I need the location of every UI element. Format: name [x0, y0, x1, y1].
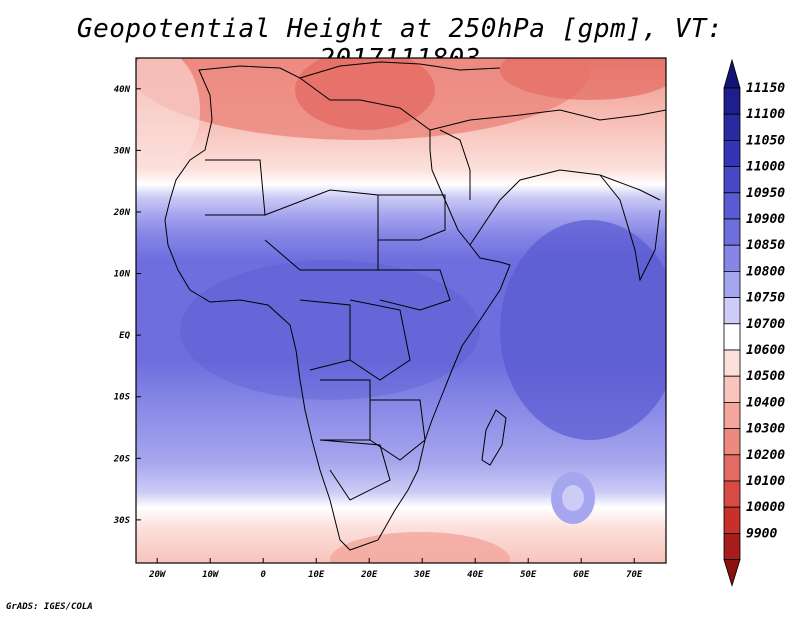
- coastlines: [164, 61, 666, 551]
- colorbar-label: 10950: [746, 186, 785, 201]
- colorbar-swatch: [723, 218, 741, 246]
- lat-tick-label: 20N: [113, 208, 131, 218]
- lon-tick-label: 40E: [467, 570, 484, 580]
- colorbar-label: 10850: [746, 238, 785, 253]
- lon-tick-label: 20E: [360, 570, 378, 580]
- lat-tick-label: 20S: [113, 454, 131, 464]
- colorbar-label: 11100: [746, 107, 785, 122]
- lon-tick-label: 10E: [308, 570, 325, 580]
- colorbar-swatch: [723, 297, 741, 325]
- colorbar-label: 10600: [746, 343, 785, 358]
- colorbar-swatch: [723, 323, 741, 351]
- colorbar-label: 10200: [746, 448, 785, 463]
- colorbar-swatch: [723, 401, 741, 429]
- map-frame: [135, 57, 667, 564]
- colorbar-swatch: [723, 533, 741, 561]
- colorbar-label: 11150: [746, 81, 785, 96]
- lat-tick-label: EQ: [119, 331, 130, 341]
- colorbar-label: 10100: [746, 474, 785, 489]
- colorbar-swatch: [723, 87, 741, 115]
- colorbar-label: 10400: [746, 395, 785, 410]
- colorbar-swatch: [723, 139, 741, 167]
- colorbar-label: 10000: [746, 500, 785, 515]
- colorbar-label: 10300: [746, 422, 785, 437]
- height-field: [136, 58, 666, 563]
- colorbar-swatch: [723, 192, 741, 220]
- colorbar-swatch: [723, 270, 741, 298]
- lat-tick-label: 10S: [114, 393, 131, 403]
- colorbar-swatch: [723, 480, 741, 508]
- colorbar-label: 10750: [746, 291, 785, 306]
- lon-tick-label: 30E: [413, 570, 431, 580]
- colorbar-swatch: [723, 244, 741, 272]
- colorbar-bottom-arrow: [723, 559, 741, 587]
- colorbar-swatch: [723, 428, 741, 456]
- lon-tick-label: 60E: [573, 570, 590, 580]
- lon-tick-label: 50E: [520, 570, 537, 580]
- lat-tick-label: 30N: [113, 146, 131, 156]
- lon-tick-label: 70E: [626, 570, 643, 580]
- colorbar-label: 9900: [746, 526, 777, 541]
- colorbar-label: 11050: [746, 133, 785, 148]
- colorbar-swatch: [723, 349, 741, 377]
- lon-tick-label: 10W: [202, 570, 220, 580]
- longitude-axis: 20W 10W 0 10E 20E 30E 40E 50E 60E 70E: [148, 558, 643, 580]
- credit-text: GrADS: IGES/COLA: [6, 602, 93, 612]
- colorbar-label: 10700: [746, 317, 785, 332]
- colorbar-label: 10800: [746, 264, 785, 279]
- colorbar-swatch: [723, 166, 741, 194]
- colorbar-swatch: [723, 454, 741, 482]
- colorbar-label: 11000: [746, 160, 785, 175]
- colorbar: 11150 11100 11050 11000 10950 10900 10850 10800…: [723, 58, 785, 587]
- latitude-axis: 40N 30N 20N 10N EQ 10S 20S 30S: [113, 85, 141, 526]
- colorbar-label: 10500: [746, 369, 785, 384]
- lat-tick-label: 10N: [114, 270, 131, 280]
- colorbar-top-arrow: [723, 58, 741, 89]
- lon-tick-label: 20W: [148, 570, 167, 580]
- lat-tick-label: 40N: [114, 85, 131, 95]
- colorbar-label: 10900: [746, 212, 785, 227]
- colorbar-swatch: [723, 506, 741, 534]
- lon-tick-label: 0: [260, 570, 266, 580]
- lat-tick-label: 30S: [113, 516, 131, 526]
- colorbar-swatch: [723, 375, 741, 403]
- colorbar-swatch: [723, 113, 741, 141]
